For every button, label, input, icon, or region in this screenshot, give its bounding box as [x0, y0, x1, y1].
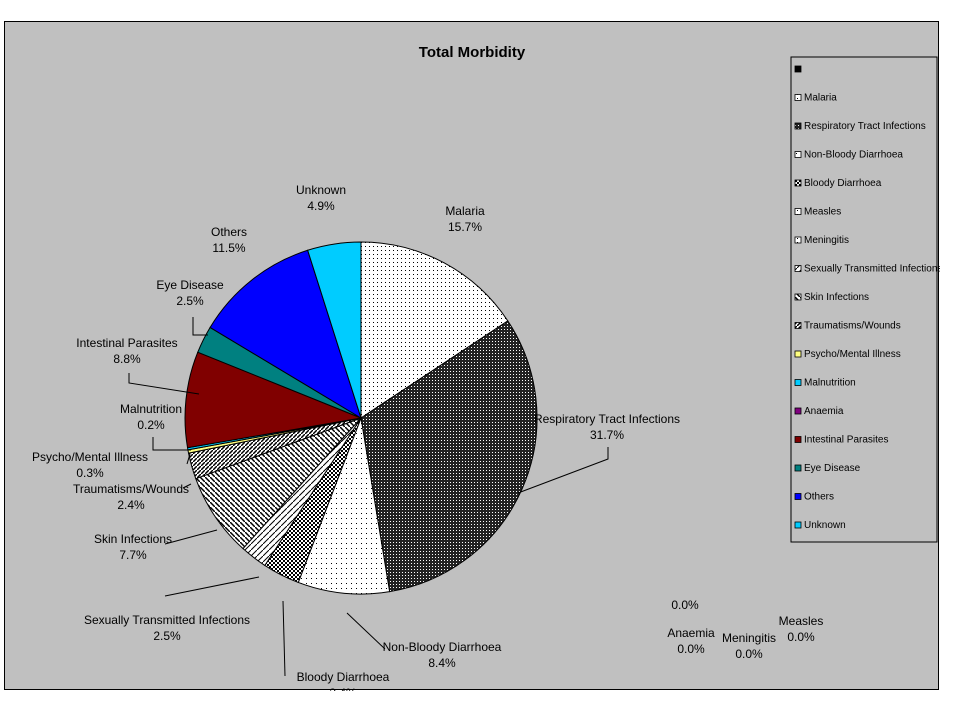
slice-malaria	[360, 241, 509, 419]
label-leader-lines	[128, 317, 609, 677]
legend-swatch-unknown	[794, 521, 802, 529]
leader-line-traumatisms-wounds	[182, 483, 192, 489]
label-value-malnutrition: 0.2%	[137, 418, 165, 432]
legend-label-intestinal-parasites: Intestinal Parasites	[804, 435, 889, 446]
label-value-skin-infections: 7.7%	[119, 548, 147, 562]
legend-label-measles: Measles	[804, 207, 841, 218]
label-name-psycho-mental-illness: Psycho/Mental Illness	[32, 450, 148, 464]
legend-label-traumatisms-wounds: Traumatisms/Wounds	[804, 321, 901, 332]
legend-swatch-malaria	[794, 94, 802, 101]
legend-label-sexually-transmitted-infections: Sexually Transmitted Infections	[804, 264, 940, 275]
legend: Malaria Respiratory Tract Infections Non-B…	[790, 56, 940, 543]
label-value-meningitis: 0.0%	[735, 647, 763, 661]
leader-line-sexually-transmitted-infections	[164, 576, 260, 597]
label-value-sexually-transmitted-infections: 2.5%	[153, 629, 181, 643]
label-value-intestinal-parasites: 8.8%	[113, 352, 141, 366]
legend-swatch-measles	[794, 208, 802, 215]
chart-area: Total Morbidity Malaria 15.7% Respiratory …	[4, 21, 940, 691]
slice-non-bloody-diarrhoea	[297, 416, 391, 595]
label-value-non-bloody-diarrhoea: 8.4%	[428, 656, 456, 670]
label-name-anaemia: Anaemia	[667, 626, 715, 640]
label-value-anaemia: 0.0%	[677, 642, 705, 656]
slice-intestinal-parasites	[184, 351, 363, 449]
legend-swatch-sexually-transmitted-infections	[794, 265, 802, 272]
legend-swatch-blank	[794, 65, 802, 73]
label-name-intestinal-parasites: Intestinal Parasites	[76, 336, 177, 350]
leader-line-skin-infections	[164, 529, 218, 545]
legend-label-skin-infections: Skin Infections	[804, 292, 869, 303]
slice-labels: Malaria 15.7% Respiratory Tract Infections…	[32, 183, 823, 691]
legend-label-unknown: Unknown	[804, 520, 846, 531]
label-name-unknown: Unknown	[296, 183, 346, 197]
label-value-traumatisms-wounds: 2.4%	[117, 498, 145, 512]
label-name-meningitis: Meningitis	[722, 631, 776, 645]
legend-swatch-others	[794, 493, 802, 500]
label-value-malaria: 15.7%	[448, 220, 482, 234]
label-value-eye-disease: 2.5%	[176, 294, 204, 308]
label-name-respiratory-tract-infections: Respiratory Tract Infections	[534, 412, 680, 426]
legend-label-malaria: Malaria	[804, 93, 837, 104]
leader-line-eye-disease	[192, 317, 208, 336]
legend-swatch-bloody-diarrhoea	[794, 179, 802, 187]
legend-label-anaemia: Anaemia	[804, 406, 844, 417]
label-value-bloody-diarrhoea: 3.4%	[329, 686, 357, 691]
slice-unknown	[307, 241, 362, 419]
label-value-psycho-mental-illness: 0.3%	[76, 466, 104, 480]
label-name-non-bloody-diarrhoea: Non-Bloody Diarrhoea	[383, 640, 502, 654]
legend-label-bloody-diarrhoea: Bloody Diarrhoea	[804, 178, 882, 189]
label-name-bloody-diarrhoea: Bloody Diarrhoea	[297, 670, 390, 684]
label-name-eye-disease: Eye Disease	[156, 278, 224, 292]
label-name-others: Others	[211, 225, 247, 239]
legend-label-eye-disease: Eye Disease	[804, 463, 861, 474]
legend-label-meningitis: Meningitis	[804, 235, 849, 246]
legend-label-others: Others	[804, 492, 834, 503]
slice-respiratory-tract-infections	[360, 320, 538, 593]
legend-label-non-bloody-diarrhoea: Non-Bloody Diarrhoea	[804, 150, 903, 161]
legend-swatch-anaemia	[794, 407, 802, 415]
legend-swatch-malnutrition	[794, 379, 802, 386]
pie-chart: Total Morbidity Malaria 15.7% Respiratory …	[32, 44, 940, 691]
leader-line-non-bloody-diarrhoea	[346, 612, 386, 650]
legend-swatch-skin-infections	[794, 293, 802, 301]
pie-slices	[184, 241, 538, 595]
legend-label-psycho-mental-illness: Psycho/Mental Illness	[804, 349, 901, 360]
leader-line-bloody-diarrhoea	[282, 600, 286, 677]
label-value-measles: 0.0%	[787, 630, 815, 644]
chart-title: Total Morbidity	[419, 44, 526, 61]
label-name-malaria: Malaria	[445, 204, 485, 218]
legend-swatch-meningitis	[794, 236, 802, 244]
legend-label-malnutrition: Malnutrition	[804, 378, 856, 389]
label-name-measles: Measles	[779, 614, 824, 628]
legend-box	[790, 56, 938, 543]
legend-swatch-traumatisms-wounds	[794, 322, 802, 329]
slice-others	[209, 249, 362, 420]
leader-line-psycho-mental-illness	[186, 453, 191, 465]
leader-line-respiratory-tract-infections	[517, 447, 609, 494]
legend-swatch-eye-disease	[794, 464, 802, 472]
legend-swatch-intestinal-parasites	[794, 436, 802, 443]
extra-percent-label: 0.0%	[671, 598, 699, 612]
leader-line-intestinal-parasites	[128, 373, 200, 395]
label-name-sexually-transmitted-infections: Sexually Transmitted Infections	[84, 613, 250, 627]
legend-label-respiratory-tract-infections: Respiratory Tract Infections	[804, 121, 926, 132]
label-name-traumatisms-wounds: Traumatisms/Wounds	[73, 482, 189, 496]
legend-swatch-respiratory-tract-infections	[794, 122, 802, 130]
leader-line-malnutrition	[152, 437, 191, 451]
legend-swatch-psycho-mental-illness	[794, 350, 802, 358]
label-value-others: 11.5%	[212, 241, 245, 255]
legend-swatch-non-bloody-diarrhoea	[794, 151, 802, 158]
label-value-unknown: 4.9%	[307, 199, 335, 213]
label-value-respiratory-tract-infections: 31.7%	[590, 428, 624, 442]
label-name-malnutrition: Malnutrition	[120, 402, 182, 416]
label-name-skin-infections: Skin Infections	[94, 532, 172, 546]
